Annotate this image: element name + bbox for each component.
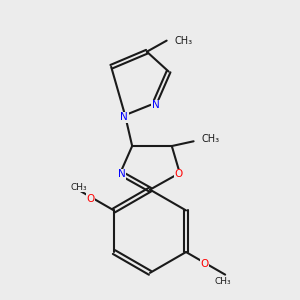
Text: N: N: [118, 169, 125, 179]
Text: N: N: [120, 112, 128, 122]
Text: CH₃: CH₃: [175, 36, 193, 46]
Text: CH₃: CH₃: [71, 183, 87, 192]
Text: O: O: [174, 169, 183, 179]
Text: O: O: [200, 259, 209, 269]
Text: O: O: [86, 194, 95, 203]
Text: CH₃: CH₃: [202, 134, 220, 144]
Text: N: N: [152, 100, 159, 110]
Text: CH₃: CH₃: [215, 277, 232, 286]
